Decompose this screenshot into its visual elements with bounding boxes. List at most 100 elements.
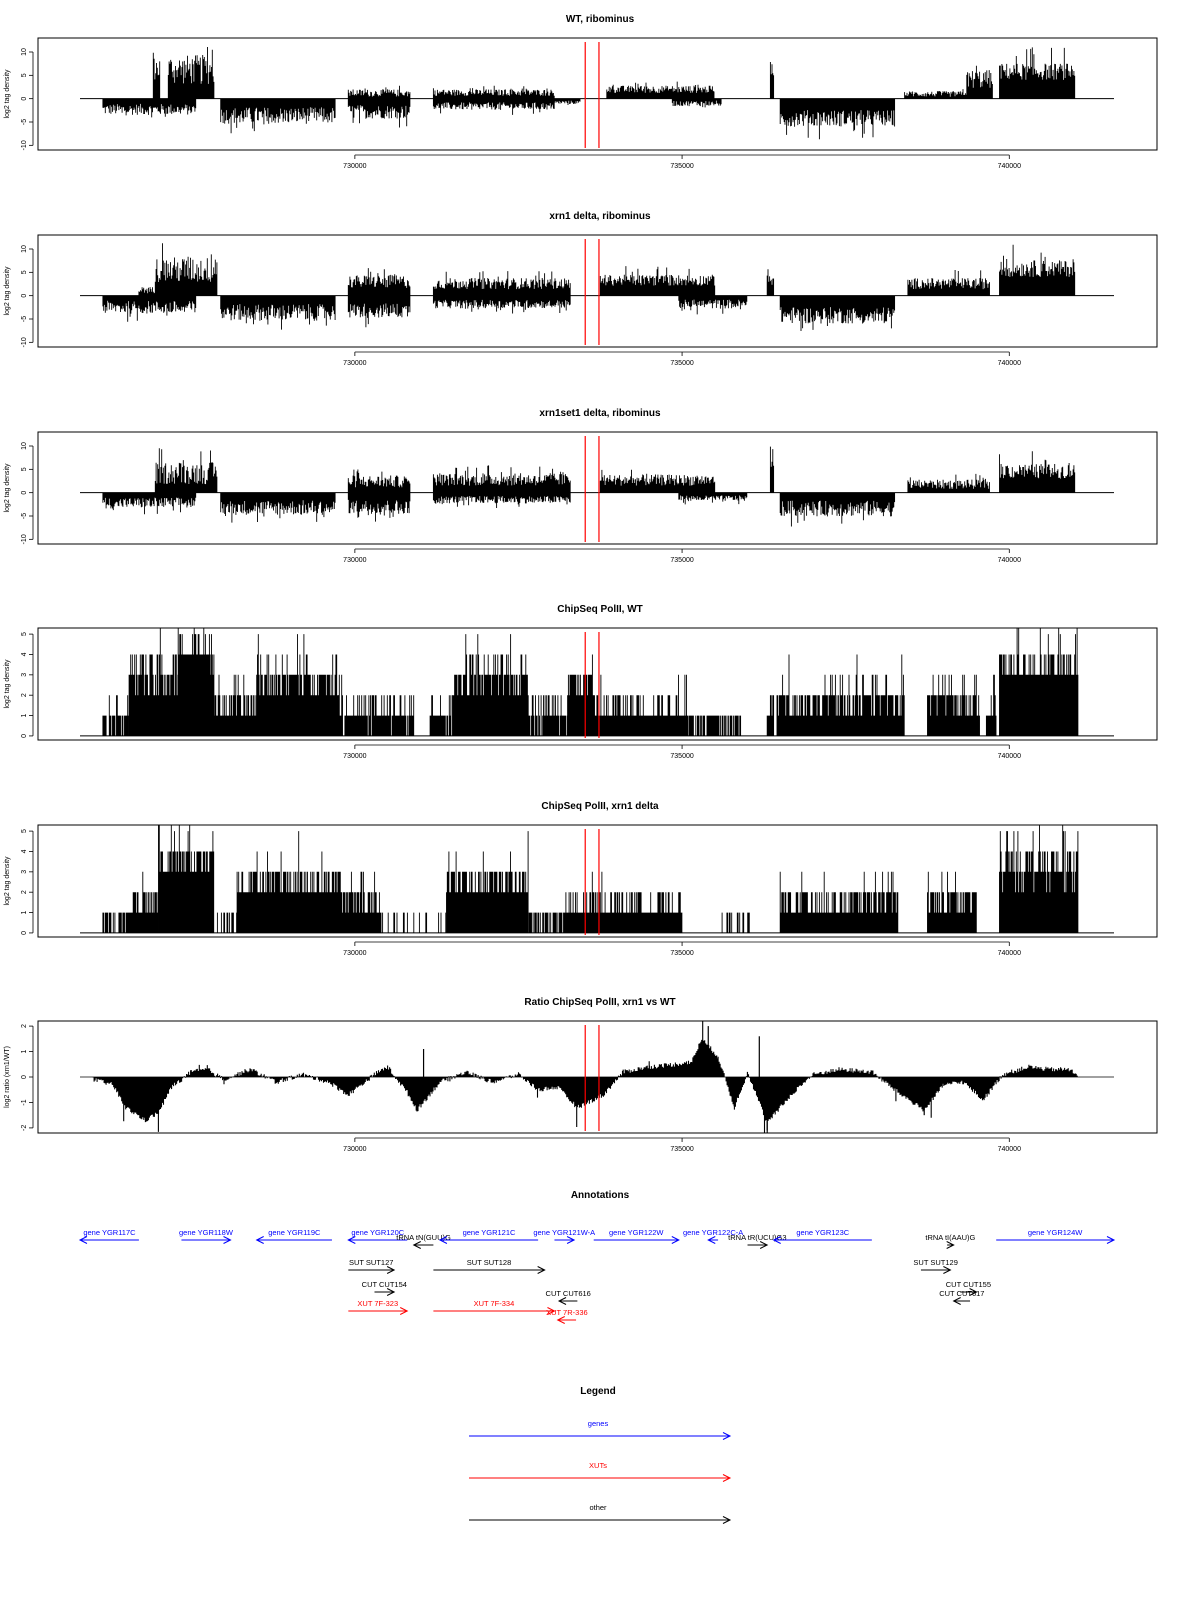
plot-frame xyxy=(37,431,1158,545)
x-tick-label: 730000 xyxy=(343,360,366,367)
arrowhead xyxy=(557,1297,567,1305)
x-tick-label: 735000 xyxy=(670,950,693,957)
signal-track xyxy=(80,628,1114,737)
y-tick-label: 5 xyxy=(21,270,28,274)
annotation-2: gene YGR118W xyxy=(179,1228,234,1244)
x-tick-label: 740000 xyxy=(998,360,1021,367)
plot-frame xyxy=(37,824,1158,938)
panel-title: ChipSeq PolII, xrn1 delta xyxy=(541,801,659,812)
annotation-label: CUT CUT617 xyxy=(939,1289,984,1298)
signal-track xyxy=(80,446,1114,527)
x-tick-label: 730000 xyxy=(343,557,366,564)
signal-segment-11 xyxy=(593,674,689,736)
arrowhead xyxy=(255,1236,264,1244)
signal-segment-6 xyxy=(432,465,571,493)
annotation-label: SUT SUT128 xyxy=(467,1258,511,1267)
panel-6: Ratio ChipSeq PolII, xrn1 vs WT 2 1 0 -1 -2 lo… xyxy=(4,997,1158,1153)
signal-segment-16 xyxy=(985,674,997,736)
annotation-13: gene YGR124W xyxy=(996,1228,1116,1244)
signal-segment-16 xyxy=(999,47,1076,99)
signal-segment-9 xyxy=(678,492,748,505)
signal-segment-4 xyxy=(220,98,336,134)
signal-segment-1 xyxy=(102,695,129,736)
y-axis-label: log2 ratio (xrn1/WT) xyxy=(4,1046,11,1108)
annotation-label: gene YGR122C-A xyxy=(683,1228,743,1237)
y-axis-label: log2 tag density xyxy=(4,266,11,316)
y-tick-label: 2 xyxy=(21,693,28,697)
legend-label: genes xyxy=(588,1419,609,1428)
annotation-16: SUT SUT129 xyxy=(913,1258,958,1274)
annotation-5: tRNA tN(GUU)G xyxy=(396,1233,451,1249)
y-tick-label: 10 xyxy=(21,48,28,56)
y-tick-label: -1 xyxy=(21,1099,28,1105)
y-tick-label: 4 xyxy=(21,849,28,853)
annotation-7: gene YGR121W-A xyxy=(533,1228,595,1244)
annotation-label: tRNA tN(GUU)G xyxy=(396,1233,451,1242)
signal-segment-12 xyxy=(907,473,990,493)
signal-segment-9 xyxy=(528,912,564,933)
annotation-label: gene YGR122W xyxy=(609,1228,664,1237)
signal-segment-2 xyxy=(152,52,161,99)
x-tick-label: 735000 xyxy=(670,360,693,367)
annotation-14: SUT SUT127 xyxy=(348,1258,396,1274)
panel-title: Ratio ChipSeq PolII, xrn1 vs WT xyxy=(524,997,675,1008)
signal-segment-2 xyxy=(131,871,159,933)
annotation-17: CUT CUT154 xyxy=(362,1280,407,1296)
x-tick-label: 735000 xyxy=(670,753,693,760)
y-tick-label: 0 xyxy=(21,931,28,935)
annotation-3: gene YGR119C xyxy=(255,1228,332,1244)
signal-segment-3 xyxy=(167,47,215,99)
annotation-label: gene YGR123C xyxy=(796,1228,849,1237)
y-axis: 5 4 3 2 1 0 log2 tag density xyxy=(4,632,34,738)
annotation-21: XUT 7F-323 xyxy=(348,1299,409,1315)
y-tick-label: 10 xyxy=(21,442,28,450)
y-tick-label: 3 xyxy=(21,673,28,677)
annotation-label: gene YGR121C xyxy=(463,1228,516,1237)
annotations-title: Annotations xyxy=(571,1190,630,1201)
legend-label: XUTs xyxy=(589,1461,607,1470)
panel-3: xrn1set1 delta, ribominus 10 5 0 -5 -10 log2 t… xyxy=(4,408,1158,564)
signal-segment-4 xyxy=(216,912,238,933)
signal-track xyxy=(80,1021,1114,1133)
plot-frame xyxy=(37,234,1158,348)
y-axis: 5 4 3 2 1 0 log2 tag density xyxy=(4,829,34,935)
y-tick-label: -10 xyxy=(21,337,28,347)
y-tick-label: 5 xyxy=(21,467,28,471)
arrowhead xyxy=(759,1241,769,1249)
signal-segment-1 xyxy=(102,295,197,322)
annotation-8: gene YGR122W xyxy=(593,1228,680,1244)
x-tick-label: 740000 xyxy=(998,1146,1021,1153)
y-tick-label: 1 xyxy=(21,714,28,718)
arrowhead xyxy=(722,1474,732,1482)
signal-segment-6 xyxy=(347,85,411,99)
annotation-18: CUT CUT616 xyxy=(546,1289,591,1305)
plot-frame xyxy=(37,627,1158,741)
arrowhead xyxy=(707,1236,716,1244)
signal-segment-12 xyxy=(779,295,896,331)
annotation-6: gene YGR121C xyxy=(438,1228,539,1244)
legend-item-other: other xyxy=(469,1503,732,1524)
legend-item-genes: genes xyxy=(469,1419,732,1440)
y-tick-label: 0 xyxy=(21,734,28,738)
signal-segment-6 xyxy=(338,674,415,736)
y-tick-label: 0 xyxy=(21,1075,28,1079)
signal-segment-4 xyxy=(213,674,258,736)
y-axis-label: log2 tag density xyxy=(4,69,11,119)
y-axis: 2 1 0 -1 -2 log2 ratio (xrn1/WT) xyxy=(4,1024,34,1131)
panel-title: ChipSeq PolII, WT xyxy=(557,604,643,615)
signal-segment-10 xyxy=(769,446,775,493)
annotation-label: CUT CUT616 xyxy=(546,1289,591,1298)
signal-track xyxy=(80,243,1114,331)
signal-segment-15 xyxy=(927,674,980,736)
panel-2: xrn1 delta, ribominus 10 5 0 -5 -10 log2 tag d… xyxy=(4,211,1158,367)
signal-segment-4 xyxy=(347,469,411,493)
signal-segment-11 xyxy=(721,912,750,933)
arrowhead xyxy=(1106,1236,1116,1244)
legend-label: other xyxy=(589,1503,607,1512)
arrowhead xyxy=(386,1266,396,1274)
signal-segment-1 xyxy=(102,912,133,933)
panel-title: xrn1 delta, ribominus xyxy=(549,211,651,222)
signal-segment-14 xyxy=(776,654,905,736)
annotation-label: gene YGR121W-A xyxy=(533,1228,595,1237)
